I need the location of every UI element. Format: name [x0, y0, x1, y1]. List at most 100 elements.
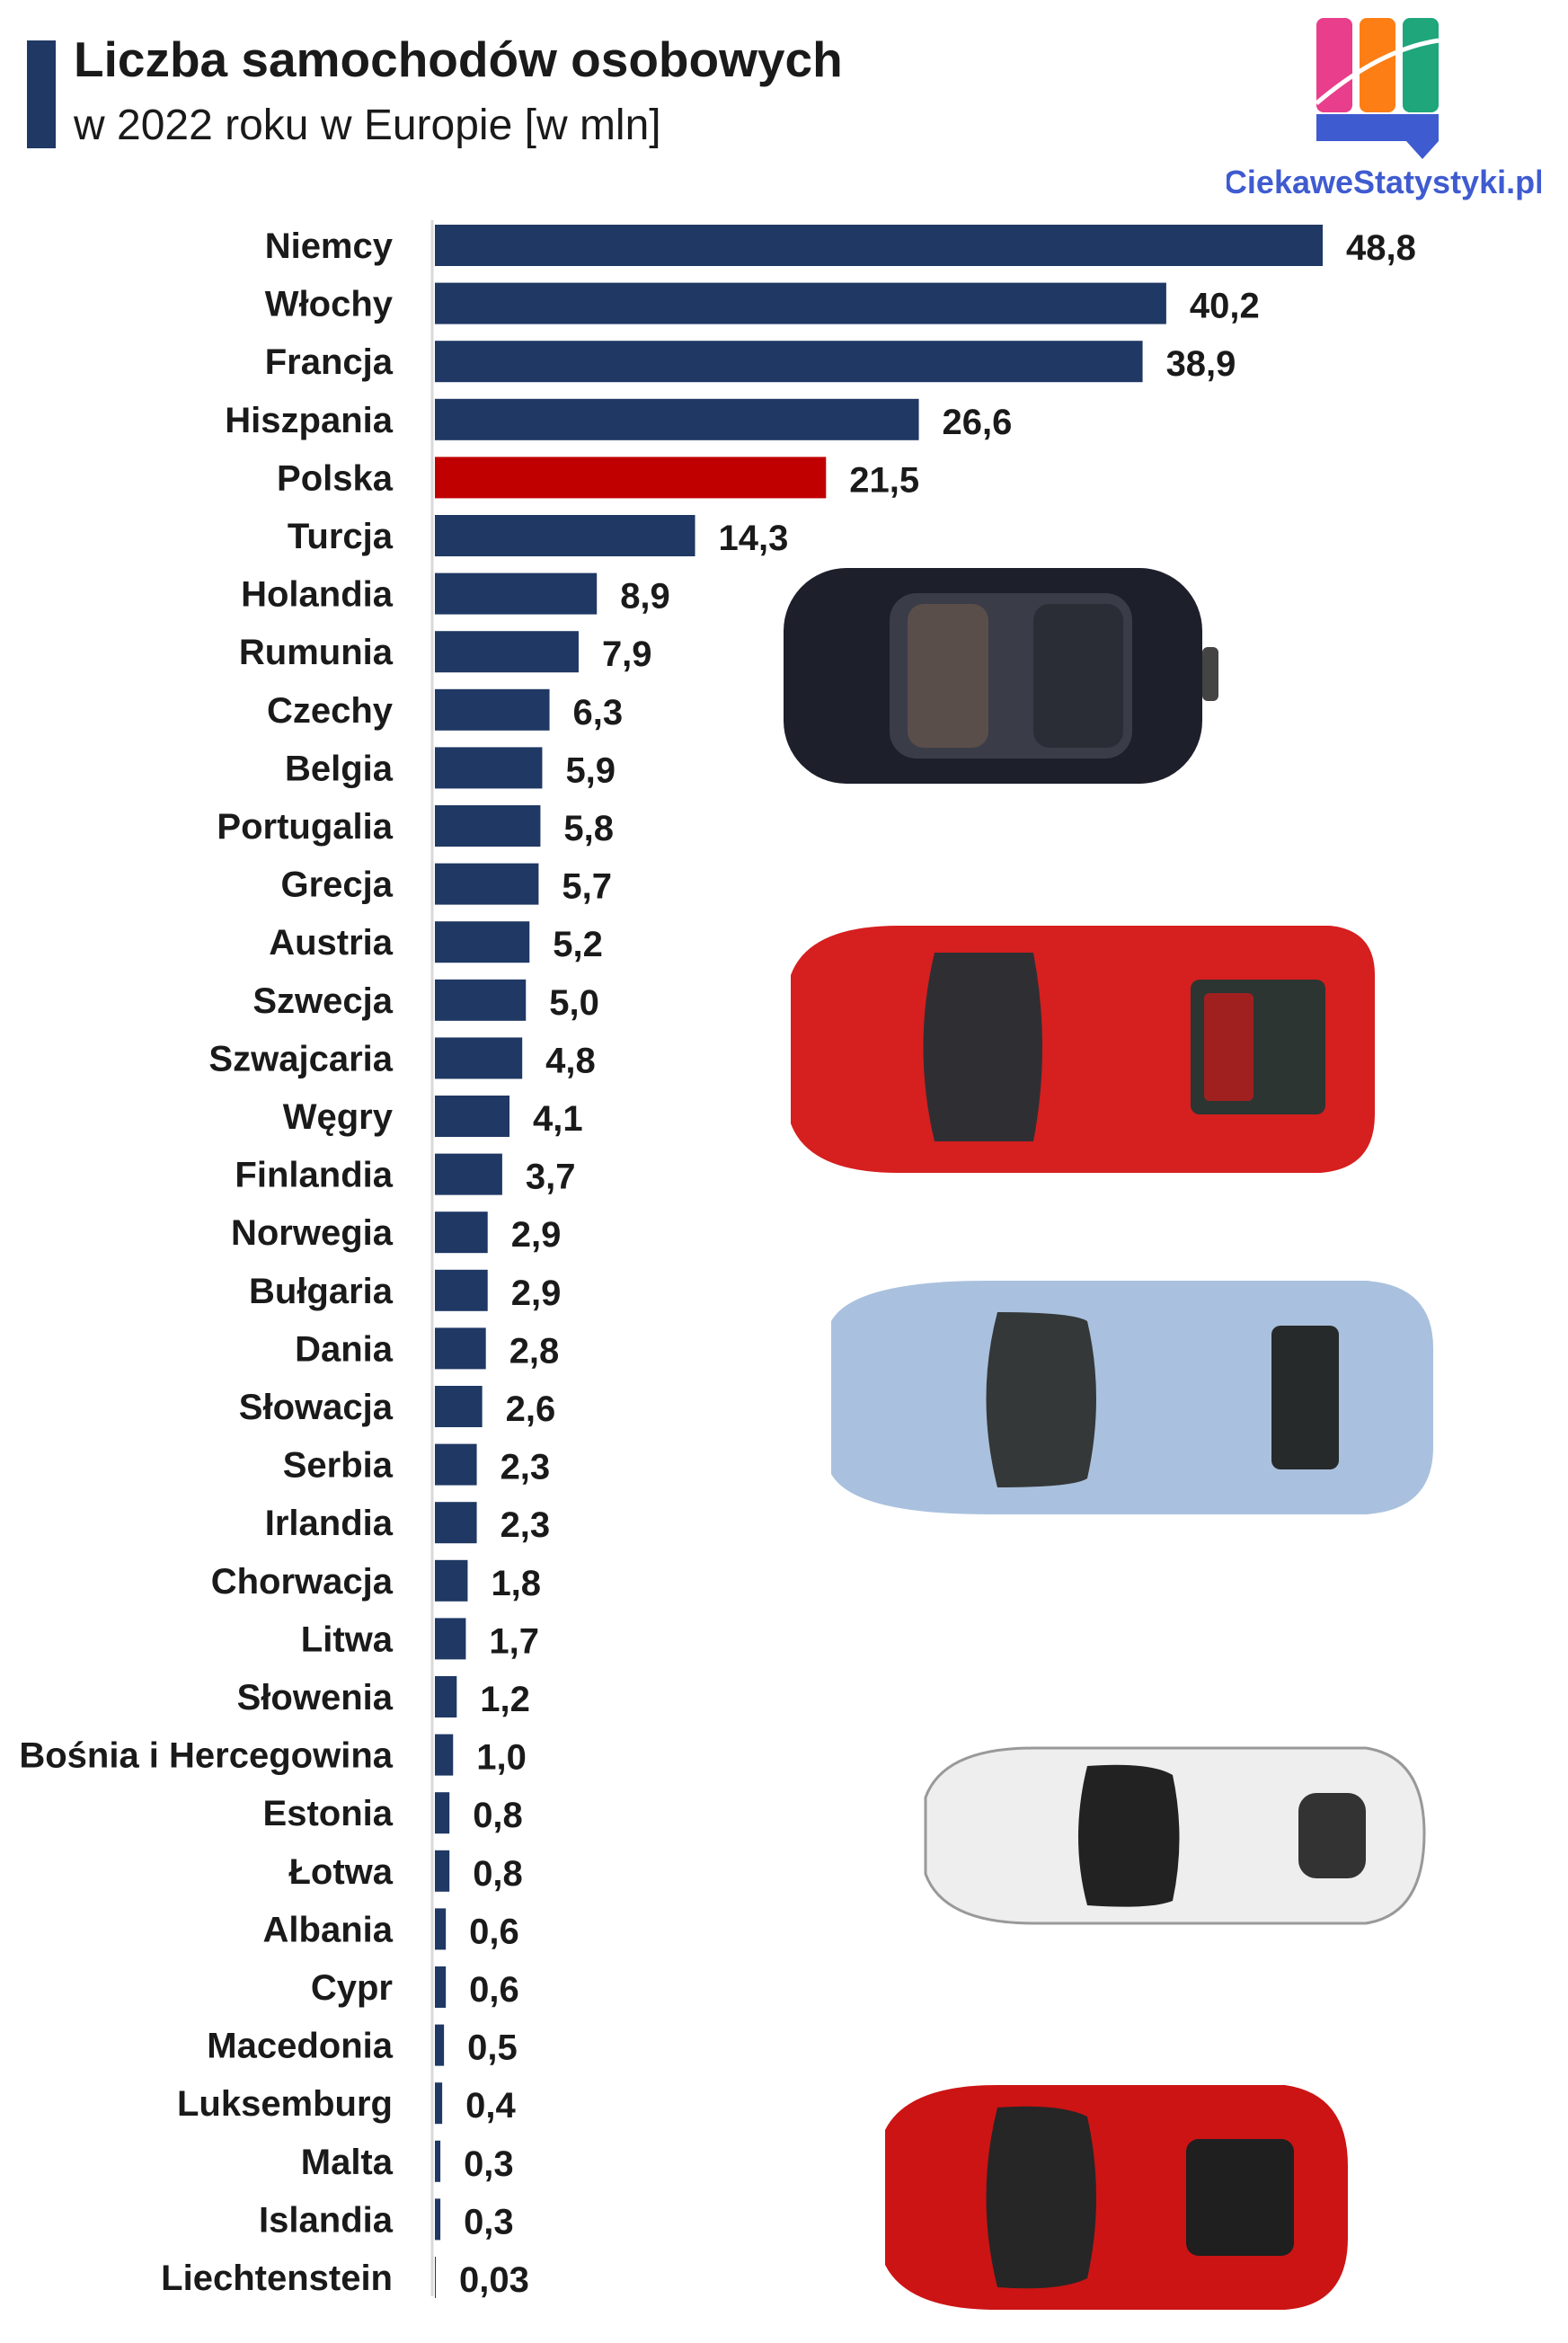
category-label: Liechtenstein: [161, 2259, 393, 2298]
value-label: 2,6: [506, 1389, 556, 1429]
value-label: 0,4: [465, 2086, 516, 2126]
value-label: 4,8: [545, 1041, 596, 1080]
bar-turcja: [435, 515, 695, 556]
bar-włochy: [435, 282, 1166, 324]
chart-subtitle: w 2022 roku w Europie [w mln]: [74, 102, 661, 149]
category-label: Czechy: [267, 691, 394, 731]
bar-słowenia: [435, 1676, 457, 1717]
bar-finlandia: [435, 1153, 502, 1195]
category-label: Niemcy: [265, 226, 394, 266]
bar-bułgaria: [435, 1269, 488, 1311]
category-label: Turcja: [288, 517, 394, 556]
category-label: Szwajcaria: [208, 1039, 393, 1078]
bar-węgry: [435, 1096, 510, 1137]
bar-holandia: [435, 572, 598, 615]
value-label: 0,6: [469, 1970, 519, 2010]
category-label: Chorwacja: [211, 1562, 394, 1602]
bar-serbia: [435, 1443, 477, 1486]
bar-słowacja: [435, 1386, 483, 1427]
bar-czechy: [435, 688, 550, 731]
bar-chorwacja: [435, 1559, 468, 1602]
dark-suv-car-icon: [784, 568, 1218, 784]
category-label: Łotwa: [288, 1852, 393, 1892]
category-label: Cypr: [311, 1968, 393, 2008]
category-label: Malta: [301, 2143, 394, 2182]
category-label: Holandia: [241, 575, 394, 615]
category-label: Szwecja: [252, 981, 393, 1021]
category-label: Luksemburg: [177, 2084, 393, 2124]
bar-niemcy: [435, 225, 1323, 266]
value-label: 6,3: [573, 693, 624, 732]
white-sports-car-icon: [924, 1746, 1426, 1925]
bar-bośnia-i-hercegowina: [435, 1734, 454, 1776]
value-label: 1,0: [476, 1738, 527, 1778]
bars-layer: Niemcy 48,8 Włochy 40,2 Francja 38,9 Hiszpania…: [19, 225, 1416, 2300]
category-label: Francja: [265, 342, 394, 382]
value-label: 5,2: [553, 925, 603, 964]
bar-norwegia: [435, 1211, 488, 1254]
category-label: Włochy: [265, 285, 394, 324]
bar-albania: [435, 1908, 447, 1950]
brand-logo: CiekaweStatystyki.pl: [1227, 18, 1541, 200]
category-label: Słowacja: [239, 1388, 394, 1427]
category-label: Bośnia i Hercegowina: [19, 1736, 393, 1776]
value-label: 0,3: [464, 2144, 514, 2184]
category-label: Norwegia: [231, 1213, 394, 1253]
value-label: 2,8: [509, 1331, 560, 1371]
value-label: 2,3: [501, 1505, 551, 1545]
bar-portugalia: [435, 805, 541, 847]
category-label: Bułgaria: [249, 1272, 394, 1311]
category-label: Belgia: [285, 749, 394, 788]
category-label: Islandia: [259, 2200, 394, 2240]
bar-polska: [435, 457, 827, 499]
value-label: 3,7: [526, 1158, 576, 1197]
title-accent-bar: [27, 40, 56, 148]
bar-grecja: [435, 863, 539, 905]
value-label: 5,9: [565, 750, 616, 790]
category-label: Portugalia: [217, 807, 393, 847]
value-label: 2,3: [501, 1448, 551, 1487]
category-label: Litwa: [301, 1620, 394, 1659]
bar-cypr: [435, 1966, 447, 2008]
bar-luksemburg: [435, 2082, 443, 2125]
category-label: Albania: [263, 1910, 394, 1949]
value-label: 8,9: [620, 577, 670, 617]
category-label: Grecja: [280, 865, 393, 905]
value-label: 5,0: [549, 983, 599, 1023]
value-label: 26,6: [943, 403, 1013, 442]
value-label: 1,7: [489, 1621, 539, 1661]
category-label: Austria: [269, 923, 394, 963]
bar-liechtenstein: [435, 2257, 436, 2298]
value-label: 5,8: [563, 809, 614, 848]
bar-hiszpania: [435, 398, 919, 440]
value-label: 4,1: [533, 1099, 583, 1139]
bar-islandia: [435, 2198, 441, 2241]
bar-austria: [435, 921, 530, 963]
value-label: 2,9: [511, 1274, 562, 1313]
category-label: Serbia: [283, 1446, 394, 1486]
value-label: 0,6: [469, 1912, 519, 1951]
logo-icon: [1315, 18, 1440, 159]
bar-estonia: [435, 1792, 450, 1834]
value-label: 21,5: [849, 460, 919, 500]
category-label: Słowenia: [237, 1678, 394, 1717]
value-label: 2,9: [511, 1215, 562, 1255]
bar-irlandia: [435, 1502, 477, 1544]
value-label: 5,7: [562, 867, 612, 907]
category-label: Węgry: [283, 1097, 394, 1137]
value-label: 0,8: [473, 1854, 523, 1894]
red-sports-car-icon: [791, 926, 1375, 1173]
category-label: Hiszpania: [225, 401, 393, 440]
category-label: Irlandia: [265, 1504, 394, 1543]
bar-macedonia: [435, 2024, 445, 2066]
value-label: 48,8: [1346, 228, 1416, 268]
red-supercar-car-icon: [885, 2085, 1348, 2310]
category-label: Estonia: [263, 1794, 394, 1833]
silver-coupe-car-icon: [831, 1281, 1433, 1514]
category-label: Finlandia: [235, 1156, 393, 1195]
category-label: Dania: [295, 1329, 394, 1369]
bar-szwecja: [435, 979, 527, 1021]
category-label: Rumunia: [239, 633, 394, 672]
bar-dania: [435, 1327, 486, 1370]
